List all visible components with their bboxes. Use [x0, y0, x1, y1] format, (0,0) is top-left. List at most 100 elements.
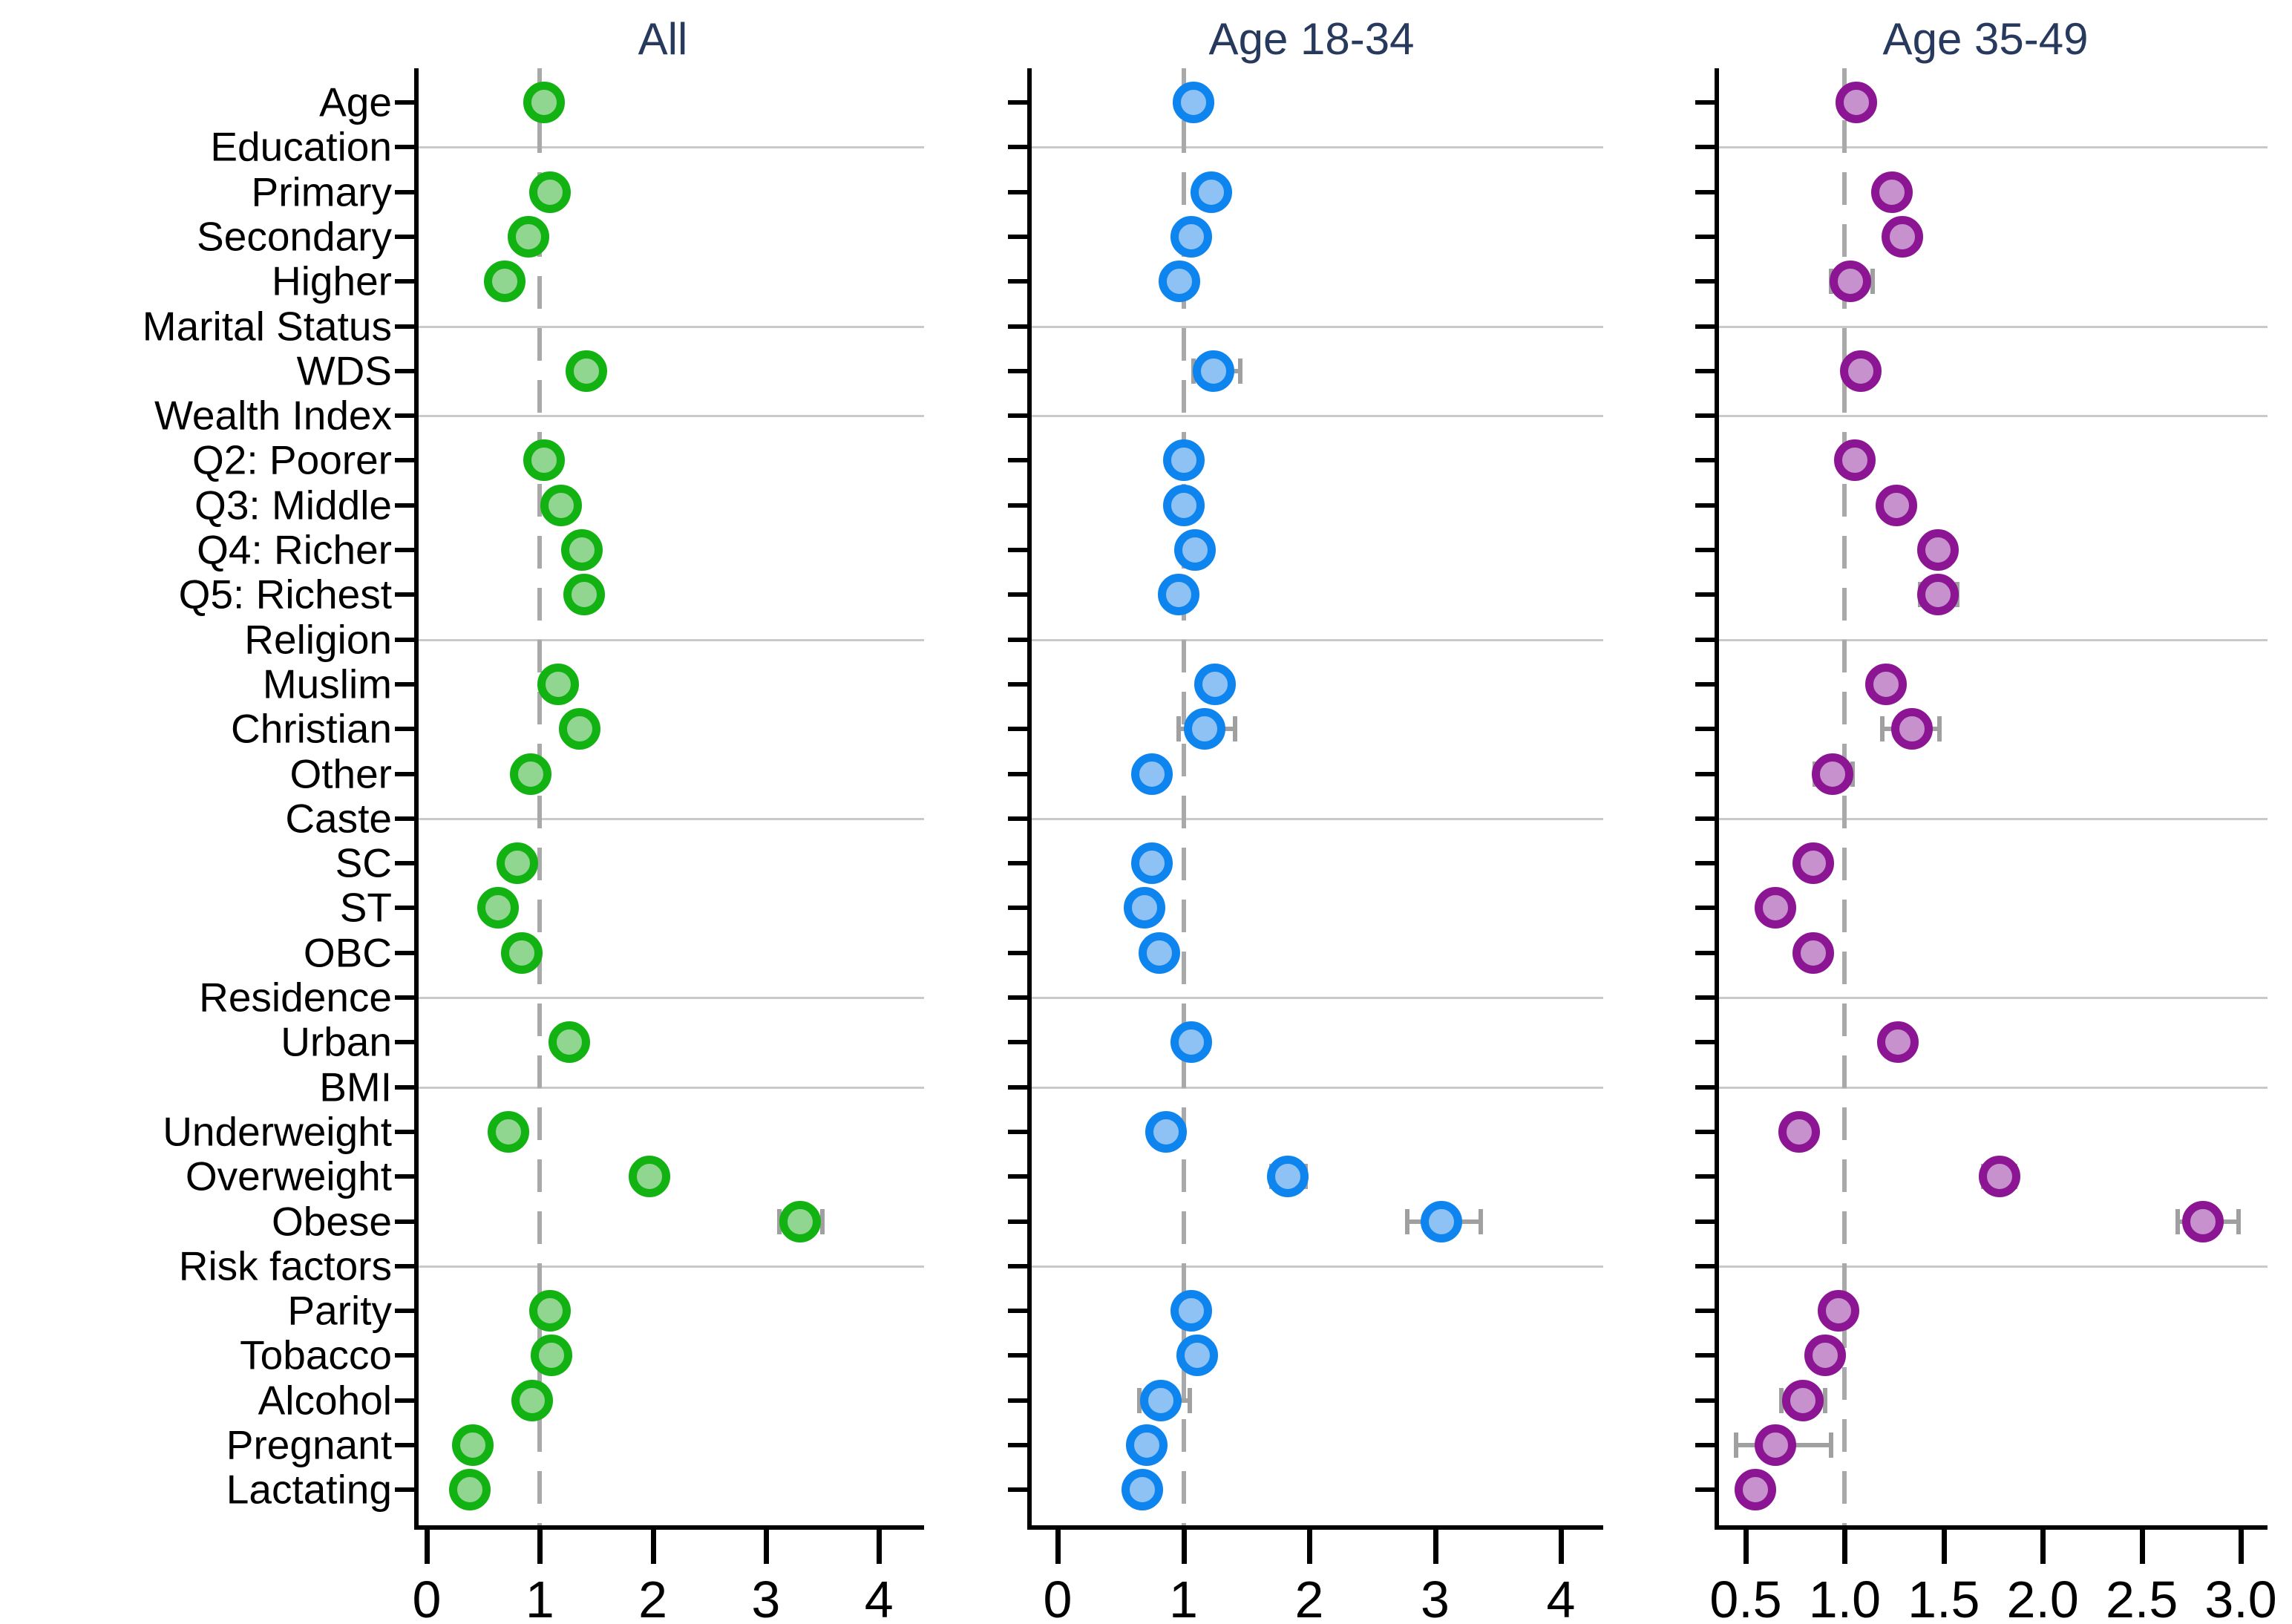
y-axis-tick — [395, 413, 414, 419]
x-axis-tick-label: 3.0 — [2204, 1571, 2277, 1624]
data-point — [1891, 708, 1934, 750]
y-axis-tick — [395, 324, 414, 329]
y-axis-tick — [1008, 1353, 1027, 1358]
y-axis-tick — [395, 1040, 414, 1045]
data-point — [1792, 842, 1834, 885]
data-point — [510, 753, 552, 795]
error-bar-cap — [1405, 1208, 1410, 1234]
group-gridline — [414, 146, 924, 149]
x-axis-tick-label: 0.5 — [1709, 1571, 1782, 1624]
x-axis-tick-label: 4 — [1546, 1571, 1576, 1624]
data-point — [1778, 1110, 1821, 1153]
x-axis-tick — [1941, 1530, 1947, 1564]
data-point — [1139, 1379, 1182, 1421]
y-axis-label: Muslim — [262, 661, 392, 707]
y-axis-tick — [1008, 548, 1027, 552]
panel-title-age-35-49: Age 35-49 — [1882, 14, 2089, 64]
data-point — [1420, 1200, 1462, 1242]
y-axis-tick — [395, 548, 414, 552]
y-axis-group-label: BMI — [319, 1064, 392, 1110]
y-axis-spine — [1027, 68, 1032, 1530]
y-axis-tick — [395, 816, 414, 821]
y-axis-tick — [1695, 1084, 1715, 1090]
y-axis-tick — [1008, 1263, 1027, 1268]
x-axis-tick-label: 2 — [638, 1571, 668, 1624]
data-point — [1190, 171, 1232, 213]
y-axis-tick — [1695, 279, 1715, 284]
y-axis-group-label: Wealth Index — [154, 392, 392, 439]
y-axis-label: Lactating — [226, 1466, 392, 1513]
data-point — [1126, 1424, 1168, 1466]
error-bar-cap — [1828, 1433, 1833, 1458]
y-axis-tick — [395, 592, 414, 597]
y-axis-tick — [1695, 1443, 1715, 1447]
data-point — [1176, 1335, 1219, 1377]
data-point — [1193, 350, 1235, 392]
y-axis-tick — [395, 637, 414, 642]
y-axis-tick — [395, 1398, 414, 1403]
y-axis-tick — [1695, 637, 1715, 642]
x-axis-tick-label: 1.5 — [1908, 1571, 1980, 1624]
y-axis-tick — [1695, 502, 1715, 508]
data-point — [448, 1469, 491, 1511]
x-axis-tick — [877, 1530, 883, 1564]
y-axis-tick — [1695, 1353, 1715, 1358]
data-point — [1157, 574, 1199, 616]
y-axis-tick — [395, 995, 414, 1000]
y-axis-tick — [1008, 1487, 1027, 1493]
data-point — [1804, 1335, 1846, 1377]
y-axis-tick — [1008, 1443, 1027, 1447]
group-gridline — [414, 638, 924, 641]
y-axis-tick — [395, 1353, 414, 1358]
data-point — [1162, 439, 1205, 482]
y-axis-tick — [395, 906, 414, 911]
group-gridline — [1715, 1086, 2268, 1089]
data-point — [1792, 931, 1834, 974]
data-point — [529, 1290, 571, 1332]
y-axis-tick — [395, 368, 414, 373]
group-gridline — [1715, 146, 2268, 149]
error-bar-cap — [2175, 1208, 2180, 1234]
data-point — [560, 529, 603, 571]
data-point — [1131, 753, 1173, 795]
y-axis-tick — [1008, 592, 1027, 597]
error-bar-cap — [1880, 716, 1885, 742]
y-axis-tick — [1695, 816, 1715, 821]
data-point — [1121, 1469, 1163, 1511]
error-bar-cap — [1870, 269, 1875, 295]
data-point — [1812, 753, 1854, 795]
y-axis-tick — [1008, 816, 1027, 821]
panel-title-all: All — [638, 14, 688, 64]
group-gridline — [1715, 638, 2268, 641]
y-axis-tick — [395, 681, 414, 687]
y-axis-group-label: Risk factors — [178, 1242, 392, 1289]
data-point — [1162, 484, 1205, 526]
data-point — [523, 439, 566, 482]
data-point — [484, 261, 526, 303]
y-axis-label: OBC — [303, 929, 392, 976]
y-axis-tick — [1695, 234, 1715, 239]
reference-line — [1842, 68, 1847, 1525]
y-axis-tick — [1008, 413, 1027, 419]
y-axis-label: WDS — [296, 347, 392, 394]
y-axis-tick — [1695, 727, 1715, 732]
x-axis-tick — [2139, 1530, 2145, 1564]
data-point — [1916, 529, 1959, 571]
y-axis-tick — [395, 458, 414, 463]
y-axis-tick — [1695, 681, 1715, 687]
data-point — [629, 1156, 671, 1198]
y-axis-tick — [395, 1219, 414, 1224]
data-point — [1865, 663, 1908, 705]
y-axis-tick — [1695, 1309, 1715, 1314]
data-point — [1159, 261, 1201, 303]
group-gridline — [1027, 638, 1603, 641]
group-gridline — [1027, 325, 1603, 328]
y-axis-tick — [1008, 234, 1027, 239]
y-axis-tick — [1008, 950, 1027, 955]
y-axis-group-label: Marital Status — [142, 303, 392, 349]
y-axis-label: Pregnant — [226, 1421, 392, 1468]
group-gridline — [414, 997, 924, 999]
data-point — [2182, 1200, 2224, 1242]
data-point — [1170, 1290, 1212, 1332]
y-axis-group-label: Education — [210, 123, 392, 170]
